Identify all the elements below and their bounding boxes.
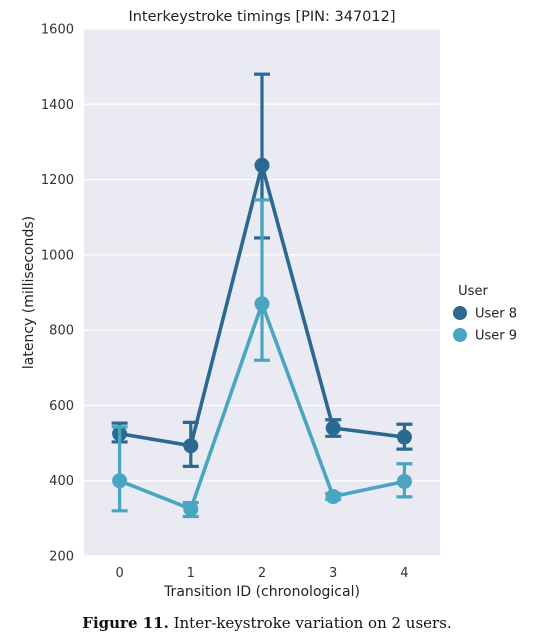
y-tick-label: 1600 — [41, 23, 74, 38]
data-point — [183, 438, 199, 454]
y-tick-label: 600 — [49, 399, 74, 414]
x-tick-label: 1 — [187, 566, 195, 581]
legend-label: User 9 — [475, 329, 517, 344]
legend-marker — [453, 306, 467, 320]
legend-title: User — [458, 284, 488, 299]
caption-text: Inter-keystroke variation on 2 users. — [173, 614, 452, 632]
x-axis: 0 1 2 3 4 — [115, 566, 408, 581]
series-2 — [111, 198, 413, 519]
data-point — [112, 473, 128, 489]
x-tick-label: 0 — [115, 566, 123, 581]
chart-title: Interkeystroke timings [PIN: 347012] — [128, 9, 395, 25]
y-tick-label: 1000 — [41, 248, 74, 263]
data-point — [396, 473, 412, 489]
data-point — [396, 429, 412, 445]
y-tick-label: 1400 — [41, 98, 74, 113]
y-axis-label: latency (milliseconds) — [21, 216, 37, 369]
figure-caption: Figure 11. Inter-keystroke variation on … — [0, 614, 534, 632]
data-point — [254, 157, 270, 173]
legend-marker — [453, 328, 467, 342]
series-layer — [111, 72, 413, 519]
y-tick-label: 400 — [49, 474, 74, 489]
caption-label: Figure 11. — [82, 614, 169, 632]
data-point — [254, 296, 270, 312]
legend: User User 8 User 9 — [453, 284, 517, 344]
data-point — [325, 420, 341, 436]
x-tick-label: 3 — [329, 566, 337, 581]
x-tick-label: 4 — [400, 566, 408, 581]
y-tick-label: 200 — [49, 550, 74, 565]
x-axis-label: Transition ID (chronological) — [163, 584, 360, 600]
y-tick-label: 800 — [49, 324, 74, 339]
y-tick-label: 1200 — [41, 173, 74, 188]
y-axis: 200 400 600 800 1000 1200 1400 1600 — [41, 23, 74, 565]
data-point — [183, 501, 199, 517]
x-tick-label: 2 — [258, 566, 266, 581]
data-point — [325, 489, 341, 505]
legend-label: User 8 — [475, 307, 517, 322]
